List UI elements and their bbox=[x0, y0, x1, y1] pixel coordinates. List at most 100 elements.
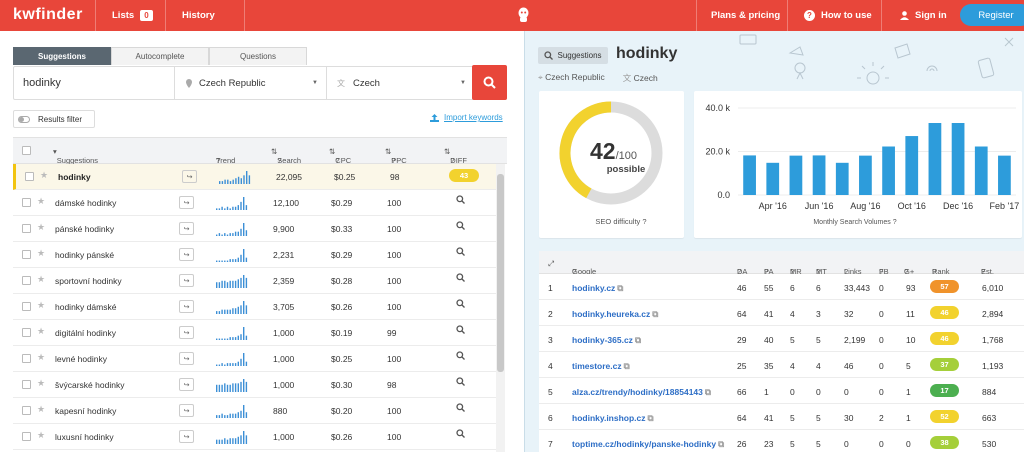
serp-url-label[interactable]: timestore.cz bbox=[572, 361, 622, 371]
external-link-icon[interactable]: ⧉ bbox=[647, 413, 654, 423]
nav-lists[interactable]: Lists 0 bbox=[112, 10, 153, 21]
search-icon[interactable] bbox=[456, 377, 465, 386]
serp-url[interactable]: hodinky.inshop.cz ⧉ bbox=[572, 413, 654, 424]
tab-questions[interactable]: Questions bbox=[209, 47, 307, 65]
nav-plans-pricing[interactable]: Plans & pricing bbox=[711, 10, 780, 21]
table-row[interactable]: ★ hodinky ↪ 22,095 $0.25 98 43 bbox=[13, 164, 496, 190]
star-icon[interactable]: ★ bbox=[37, 300, 46, 310]
col-cpc[interactable]: ⇅ CPC ? bbox=[329, 147, 352, 165]
star-icon[interactable]: ★ bbox=[37, 404, 46, 414]
row-checkbox[interactable] bbox=[22, 276, 31, 285]
search-icon[interactable] bbox=[456, 195, 465, 204]
table-row[interactable]: ★ sportovní hodinky ↪ 2,359 $0.28 100 bbox=[13, 268, 496, 294]
star-icon[interactable]: ★ bbox=[37, 430, 46, 440]
table-row[interactable]: ★ levné hodinky ↪ 1,000 $0.25 100 bbox=[13, 346, 496, 372]
star-icon[interactable]: ★ bbox=[37, 196, 46, 206]
table-row[interactable]: ★ švýcarské hodinky ↪ 1,000 $0.30 98 bbox=[13, 372, 496, 398]
star-icon[interactable]: ★ bbox=[37, 222, 46, 232]
col-suggestions[interactable]: ▾ Suggestions bbox=[53, 147, 99, 165]
col-ppc[interactable]: ⇅ PPC ? bbox=[385, 147, 407, 165]
table-row[interactable]: ★ kapesní hodinky ↪ 880 $0.20 100 bbox=[13, 398, 496, 424]
search-icon[interactable] bbox=[456, 403, 465, 412]
external-link-icon[interactable]: ⧉ bbox=[617, 283, 624, 293]
external-link-icon[interactable]: ⧉ bbox=[623, 361, 630, 371]
expand-icon[interactable]: ⤢ bbox=[548, 259, 554, 268]
external-link-icon[interactable]: ⧉ bbox=[704, 387, 711, 397]
keyword-label[interactable]: levné hodinky bbox=[55, 354, 107, 364]
toggle-switch[interactable] bbox=[18, 115, 30, 123]
col-search[interactable]: ⇅ Search ? bbox=[271, 147, 302, 165]
language-select[interactable]: 文 Czech ▼ bbox=[326, 67, 474, 99]
search-button[interactable] bbox=[472, 65, 507, 100]
keyword-input[interactable]: hodinky bbox=[23, 77, 61, 89]
search-icon[interactable] bbox=[456, 299, 465, 308]
import-keywords-link[interactable]: Import keywords bbox=[430, 113, 503, 122]
table-row[interactable]: ★ pánské hodinky ↪ 9,900 $0.33 100 bbox=[13, 216, 496, 242]
serp-url[interactable]: alza.cz/trendy/hodinky/18854143 ⧉ bbox=[572, 387, 711, 398]
keyword-label[interactable]: digitální hodinky bbox=[55, 328, 116, 338]
search-icon[interactable] bbox=[456, 325, 465, 334]
table-row[interactable]: ★ dámské hodinky ↪ 12,100 $0.29 100 bbox=[13, 190, 496, 216]
star-icon[interactable]: ★ bbox=[37, 248, 46, 258]
serp-url-label[interactable]: hodinky.inshop.cz bbox=[572, 413, 646, 423]
row-checkbox[interactable] bbox=[22, 302, 31, 311]
star-icon[interactable]: ★ bbox=[40, 170, 49, 180]
serp-url[interactable]: timestore.cz ⧉ bbox=[572, 361, 630, 372]
open-keyword-icon[interactable]: ↪ bbox=[179, 248, 194, 261]
open-keyword-icon[interactable]: ↪ bbox=[179, 196, 194, 209]
row-checkbox[interactable] bbox=[25, 172, 34, 181]
external-link-icon[interactable]: ⧉ bbox=[634, 335, 642, 345]
row-checkbox[interactable] bbox=[22, 354, 31, 363]
col-diff[interactable]: ⇅ DIFF ? bbox=[444, 147, 467, 165]
register-button[interactable]: Register bbox=[960, 4, 1024, 26]
star-icon[interactable]: ★ bbox=[37, 352, 46, 362]
table-row[interactable]: ★ hodinky pánské ↪ 2,231 $0.29 100 bbox=[13, 242, 496, 268]
search-icon[interactable] bbox=[456, 273, 465, 282]
open-keyword-icon[interactable]: ↪ bbox=[182, 170, 197, 183]
serp-url-label[interactable]: alza.cz/trendy/hodinky/18854143 bbox=[572, 387, 703, 397]
row-checkbox[interactable] bbox=[22, 406, 31, 415]
kwfinder-logo[interactable]: kwfinder bbox=[13, 6, 83, 23]
row-checkbox[interactable] bbox=[22, 380, 31, 389]
external-link-icon[interactable]: ⧉ bbox=[652, 309, 659, 319]
keyword-label[interactable]: hodinky dámské bbox=[55, 302, 117, 312]
table-row[interactable]: ★ hodinky dámské ↪ 3,705 $0.26 100 bbox=[13, 294, 496, 320]
table-row[interactable]: ★ luxusní hodinky ↪ 1,000 $0.26 100 bbox=[13, 424, 496, 450]
row-checkbox[interactable] bbox=[22, 250, 31, 259]
search-icon[interactable] bbox=[456, 351, 465, 360]
nav-sign-in[interactable]: Sign in bbox=[900, 10, 947, 21]
open-keyword-icon[interactable]: ↪ bbox=[179, 404, 194, 417]
serp-url[interactable]: hodinky-365.cz ⧉ bbox=[572, 335, 641, 346]
serp-url-label[interactable]: hodinky.heureka.cz bbox=[572, 309, 651, 319]
open-keyword-icon[interactable]: ↪ bbox=[179, 300, 194, 313]
serp-url-label[interactable]: hodinky-365.cz bbox=[572, 335, 633, 345]
results-filter-toggle[interactable]: Results filter bbox=[13, 110, 95, 128]
star-icon[interactable]: ★ bbox=[37, 378, 46, 388]
nav-how-to-use[interactable]: ? How to use bbox=[804, 10, 872, 21]
row-checkbox[interactable] bbox=[22, 432, 31, 441]
open-keyword-icon[interactable]: ↪ bbox=[179, 326, 194, 339]
keyword-label[interactable]: kapesní hodinky bbox=[55, 406, 117, 416]
serp-url-label[interactable]: hodinky.cz bbox=[572, 283, 616, 293]
scrollbar-thumb[interactable] bbox=[497, 174, 504, 372]
keyword-label[interactable]: dámské hodinky bbox=[55, 198, 117, 208]
search-icon[interactable] bbox=[456, 221, 465, 230]
row-checkbox[interactable] bbox=[22, 198, 31, 207]
row-checkbox[interactable] bbox=[22, 224, 31, 233]
location-select[interactable]: Czech Republic ▼ bbox=[174, 67, 326, 99]
keyword-label[interactable]: sportovní hodinky bbox=[55, 276, 122, 286]
nav-history[interactable]: History bbox=[182, 10, 215, 21]
open-keyword-icon[interactable]: ↪ bbox=[179, 378, 194, 391]
search-icon[interactable] bbox=[456, 247, 465, 256]
open-keyword-icon[interactable]: ↪ bbox=[179, 430, 194, 443]
table-row[interactable]: ★ digitální hodinky ↪ 1,000 $0.19 99 bbox=[13, 320, 496, 346]
external-link-icon[interactable]: ⧉ bbox=[718, 439, 725, 449]
tab-autocomplete[interactable]: Autocomplete bbox=[111, 47, 209, 65]
suggestions-back-button[interactable]: Suggestions bbox=[538, 47, 608, 64]
star-icon[interactable]: ★ bbox=[37, 326, 46, 336]
open-keyword-icon[interactable]: ↪ bbox=[179, 352, 194, 365]
keyword-label[interactable]: hodinky pánské bbox=[55, 250, 115, 260]
keyword-label[interactable]: hodinky bbox=[58, 172, 91, 182]
keyword-label[interactable]: švýcarské hodinky bbox=[55, 380, 125, 390]
row-checkbox[interactable] bbox=[22, 328, 31, 337]
